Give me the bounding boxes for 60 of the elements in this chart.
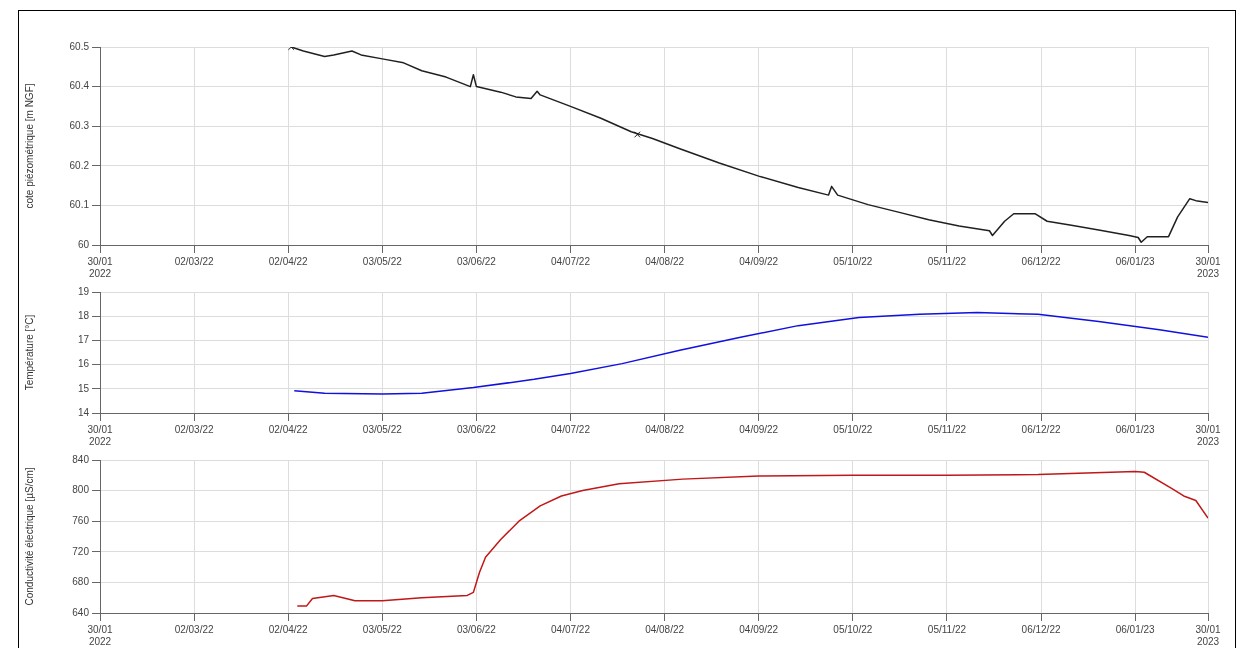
y-tick-label: 60.1	[69, 199, 90, 211]
x-tick-label: 30/01 2022	[87, 423, 113, 447]
x-tick-label: 30/01 2023	[1195, 623, 1221, 647]
x-tick-label: 30/01 2022	[87, 255, 113, 279]
x-tick-label: 04/09/22	[739, 255, 779, 267]
x-tick-label: 30/01 2023	[1195, 423, 1221, 447]
x-tick-label: 05/10/22	[833, 423, 873, 435]
x-tick-label: 04/07/22	[551, 623, 591, 635]
x-tick-label: 06/12/22	[1021, 623, 1061, 635]
x-tick-label: 05/10/22	[833, 255, 873, 267]
x-tick-label: 03/05/22	[362, 255, 403, 267]
x-tick-label: 06/12/22	[1021, 423, 1061, 435]
x-tick-label: 06/01/23	[1115, 623, 1156, 635]
y-tick-label: 14	[77, 406, 90, 418]
y-tick-label: 16	[77, 358, 90, 370]
x-tick-label: 04/07/22	[551, 423, 591, 435]
x-tick-label: 03/05/22	[362, 623, 403, 635]
x-tick-label: 05/10/22	[833, 623, 873, 635]
y-axis-title: Température [°C]	[23, 314, 35, 391]
y-axis-title: cote piézométrique [m NGF]	[23, 83, 35, 209]
x-tick-label: 04/07/22	[551, 255, 591, 267]
y-tick-label: 17	[77, 334, 90, 346]
x-tick-label: 02/03/22	[174, 423, 214, 435]
x-tick-label: 02/04/22	[268, 423, 309, 435]
x-tick-label: 03/06/22	[456, 623, 497, 635]
y-tick-label: 15	[77, 382, 90, 394]
y-tick-label: 760	[72, 514, 90, 526]
x-tick-label: 03/05/22	[362, 423, 403, 435]
x-tick-label: 03/06/22	[456, 423, 497, 435]
y-tick-label: 720	[72, 545, 90, 557]
y-tick-label: 840	[72, 453, 90, 465]
y-tick-label: 18	[77, 309, 90, 321]
y-tick-label: 680	[72, 576, 90, 588]
x-tick-label: 06/01/23	[1115, 255, 1156, 267]
x-tick-label: 05/11/22	[927, 423, 967, 435]
x-tick-label: 02/03/22	[174, 623, 214, 635]
x-tick-label: 05/11/22	[927, 255, 967, 267]
x-tick-label: 06/01/23	[1115, 423, 1156, 435]
y-tick-label: 60.5	[69, 40, 90, 52]
x-tick-label: 04/08/22	[645, 255, 685, 267]
x-tick-label: 04/08/22	[645, 623, 685, 635]
x-tick-label: 02/04/22	[268, 623, 309, 635]
y-tick-label: 800	[72, 484, 90, 496]
y-axis-title: Conductivité électrique [µS/cm]	[23, 467, 35, 606]
x-tick-label: 02/03/22	[174, 255, 214, 267]
x-tick-label: 03/06/22	[456, 255, 497, 267]
y-tick-label: 60.3	[69, 119, 90, 131]
x-tick-label: 04/09/22	[739, 423, 779, 435]
x-tick-label: 02/04/22	[268, 255, 309, 267]
y-tick-label: 19	[77, 285, 90, 297]
x-tick-label: 30/01 2023	[1195, 255, 1221, 279]
x-tick-label: 04/09/22	[739, 623, 779, 635]
x-tick-label: 30/01 2022	[87, 623, 113, 647]
y-tick-label: 60.4	[69, 80, 90, 92]
y-tick-label: 640	[72, 606, 90, 618]
y-tick-label: 60.2	[69, 159, 90, 171]
y-tick-label: 60	[77, 238, 90, 250]
x-tick-label: 05/11/22	[927, 623, 967, 635]
x-tick-label: 04/08/22	[645, 423, 685, 435]
x-tick-label: 06/12/22	[1021, 255, 1061, 267]
